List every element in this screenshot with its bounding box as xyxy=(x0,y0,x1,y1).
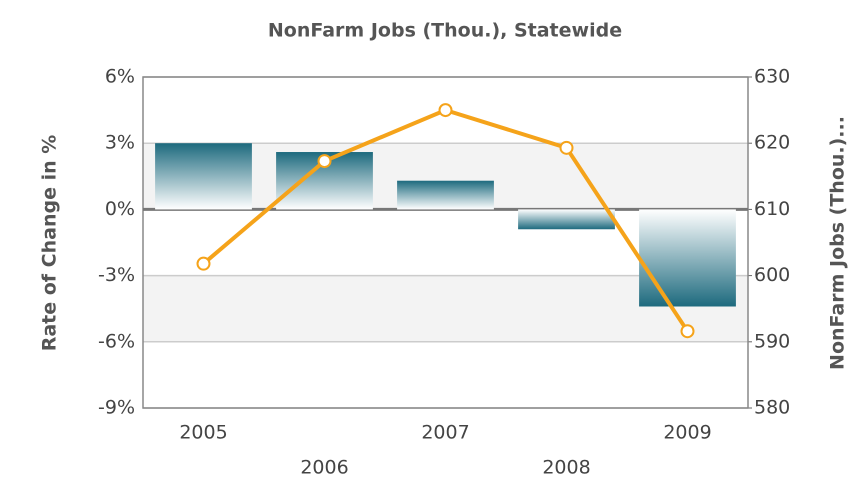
y2-tick-label: 580 xyxy=(754,397,790,419)
y2-tick-label: 610 xyxy=(754,198,790,220)
bar xyxy=(155,143,252,210)
line-point xyxy=(680,324,695,339)
bar xyxy=(397,180,494,210)
bar xyxy=(639,209,736,307)
plot-frame xyxy=(142,76,749,409)
line-point xyxy=(438,103,453,118)
x-tick-label: 2007 xyxy=(421,422,469,444)
bar xyxy=(518,209,615,230)
y-tick-label: 3% xyxy=(105,132,135,154)
y2-tick-label: 600 xyxy=(754,264,790,286)
x-tick-label: 2008 xyxy=(542,457,590,479)
x-tick-label: 2009 xyxy=(663,422,711,444)
line-point xyxy=(196,256,211,271)
y2-tick-label: 620 xyxy=(754,132,790,154)
chart-title: NonFarm Jobs (Thou.), Statewide xyxy=(268,20,622,42)
y-tick-label: -3% xyxy=(98,264,135,286)
y-tick-label: 6% xyxy=(105,66,135,88)
line-point xyxy=(559,140,574,155)
x-tick-label: 2006 xyxy=(300,457,348,479)
y2-axis-title: NonFarm Jobs (Thou.)... xyxy=(827,116,848,370)
line-point xyxy=(317,154,332,169)
y-axis-title: Rate of Change in % xyxy=(39,135,61,352)
y2-tick-label: 630 xyxy=(754,66,790,88)
y-tick-label: -9% xyxy=(98,397,135,419)
y-tick-label: 0% xyxy=(105,198,135,220)
x-tick-label: 2005 xyxy=(179,422,227,444)
y2-tick-label: 590 xyxy=(754,330,790,352)
y-tick-label: -6% xyxy=(98,330,135,352)
